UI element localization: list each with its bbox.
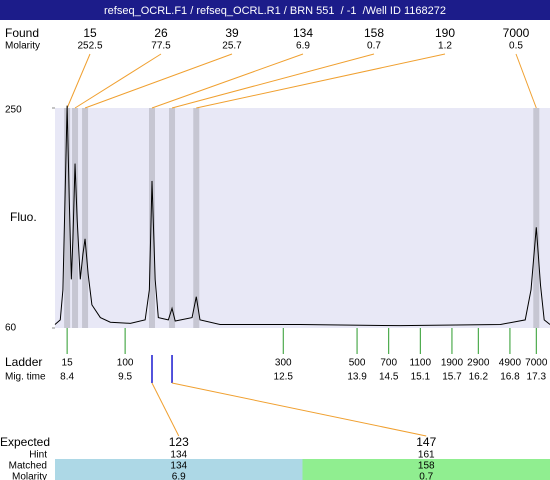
- ladder-mig-time: 14.5: [379, 372, 399, 383]
- matched-value: 158: [418, 461, 435, 472]
- ladder-size: 1900: [441, 358, 464, 369]
- peak-band: [82, 108, 89, 328]
- ladder-mig-time: 13.9: [347, 372, 367, 383]
- found-molarity-label: Molarity: [5, 41, 40, 52]
- expected-molarity-label: Molarity: [12, 472, 47, 480]
- molarity-value: 6.9: [172, 472, 186, 480]
- found-molarity: 6.9: [296, 41, 310, 52]
- found-connector: [74, 53, 162, 109]
- found-connector: [66, 53, 91, 109]
- found-molarity: 1.2: [438, 41, 452, 52]
- expected-size: 123: [169, 435, 189, 449]
- found-molarity: 252.5: [77, 41, 102, 52]
- expected-label: Expected: [0, 435, 50, 449]
- ladder-size: 300: [275, 358, 292, 369]
- peak-band: [193, 108, 200, 328]
- ladder-size: 2900: [467, 358, 490, 369]
- ladder-size: 4900: [499, 358, 522, 369]
- hint-value: 134: [170, 450, 187, 461]
- y-tick-label: 250: [5, 105, 22, 116]
- header-title: refseq_OCRL.F1 / refseq_OCRL.R1 / BRN 55…: [104, 5, 446, 17]
- ladder-mig-time: 16.2: [469, 372, 489, 383]
- found-connector: [151, 53, 304, 109]
- found-label: Found: [5, 26, 39, 40]
- matched-cell: [302, 459, 550, 480]
- ladder-mig-time: 12.5: [274, 372, 294, 383]
- expected-size: 147: [416, 435, 436, 449]
- found-molarity: 0.5: [509, 41, 523, 52]
- ladder-size: 7000: [525, 358, 548, 369]
- found-size: 26: [154, 26, 168, 40]
- expected-connector: [171, 382, 427, 437]
- plot-area: [55, 108, 550, 328]
- ladder-mig-time: 15.1: [411, 372, 431, 383]
- found-size: 7000: [503, 26, 530, 40]
- ladder-mig-time: 8.4: [60, 372, 74, 383]
- matched-label: Matched: [9, 461, 47, 472]
- ladder-size: 100: [117, 358, 134, 369]
- matched-cell: [55, 459, 303, 480]
- found-connector: [84, 53, 233, 109]
- peak-band: [533, 108, 540, 328]
- found-connector: [515, 53, 537, 109]
- found-molarity: 0.7: [367, 41, 381, 52]
- hint-value: 161: [418, 450, 435, 461]
- found-size: 39: [225, 26, 239, 40]
- found-connector: [196, 53, 446, 109]
- ladder-size: 700: [380, 358, 397, 369]
- found-size: 134: [293, 26, 313, 40]
- header-bar: [0, 0, 550, 20]
- matched-value: 134: [170, 461, 187, 472]
- found-molarity: 25.7: [222, 41, 242, 52]
- ladder-label: Ladder: [5, 355, 42, 369]
- expected-connector: [151, 382, 180, 437]
- molarity-value: 0.7: [419, 472, 433, 480]
- ladder-size: 15: [62, 358, 74, 369]
- ladder-mig-time: 16.8: [500, 372, 520, 383]
- ladder-mig-time: 15.7: [442, 372, 462, 383]
- y-tick-label: 60: [5, 323, 17, 334]
- ladder-mig-time: 9.5: [118, 372, 132, 383]
- peak-band: [72, 108, 79, 328]
- found-size: 158: [364, 26, 384, 40]
- ladder-size: 1100: [410, 358, 432, 369]
- peak-band: [64, 108, 71, 328]
- mig-time-label: Mig. time: [5, 372, 46, 383]
- peak-band: [148, 108, 155, 328]
- y-axis-label: Fluo.: [10, 210, 37, 224]
- ladder-size: 500: [349, 358, 366, 369]
- peak-band: [169, 108, 176, 328]
- ladder-mig-time: 17.3: [527, 372, 547, 383]
- found-size: 15: [83, 26, 97, 40]
- found-connector: [171, 53, 375, 109]
- hint-label: Hint: [29, 450, 47, 461]
- trace: [54, 105, 550, 327]
- found-molarity: 77.5: [151, 41, 171, 52]
- found-size: 190: [435, 26, 455, 40]
